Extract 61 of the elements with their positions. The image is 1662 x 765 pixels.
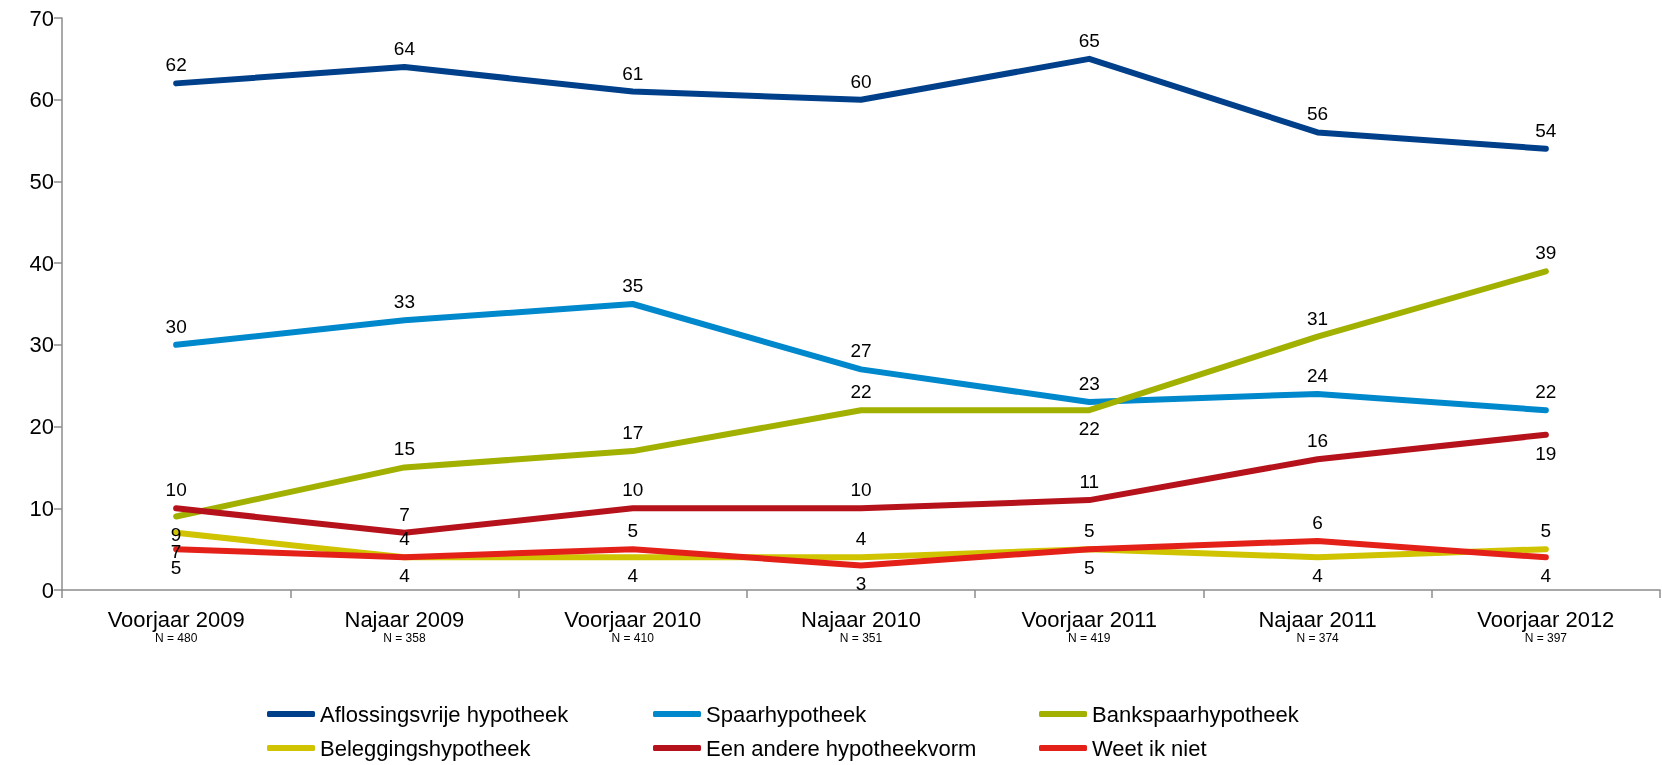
y-tick-label: 50: [29, 168, 54, 194]
x-tick-label: Voorjaar 2009 N = 480: [107, 606, 245, 645]
data-label: 11: [1079, 471, 1100, 493]
data-label: 4: [627, 565, 639, 587]
data-label: 10: [165, 479, 187, 501]
y-tick-label: 40: [29, 250, 54, 276]
data-label: 5: [627, 520, 638, 542]
y-tick-label: 70: [29, 5, 54, 31]
data-label: 4: [1312, 565, 1324, 587]
data-label: 23: [1078, 373, 1100, 395]
data-label: 62: [165, 54, 187, 76]
y-tick-label: 20: [29, 414, 54, 440]
data-label: 16: [1307, 430, 1329, 452]
data-label: 39: [1535, 242, 1557, 264]
data-label: 17: [622, 422, 644, 444]
data-label: 24: [1307, 364, 1329, 386]
data-label: 10: [622, 479, 644, 501]
legend-label: Bankspaarhypotheek: [1092, 701, 1300, 727]
data-label: 4: [855, 528, 867, 550]
data-label: 27: [850, 340, 872, 362]
data-label: 5: [1084, 557, 1095, 579]
data-label: 5: [1540, 520, 1552, 542]
data-label: 30: [165, 315, 187, 337]
data-label: 19: [1535, 442, 1557, 464]
data-label: 3: [855, 573, 867, 595]
y-tick-label: 30: [29, 332, 54, 358]
legend-label: Aflossingsvrije hypotheek: [320, 701, 570, 727]
data-label: 4: [399, 565, 411, 587]
data-label: 31: [1307, 307, 1329, 329]
data-label: 61: [622, 62, 644, 84]
data-label: 64: [393, 38, 416, 60]
x-tick-label: Najaar 2010 N = 351: [801, 606, 921, 645]
data-label: 65: [1078, 29, 1100, 51]
data-label: 5: [1084, 520, 1095, 542]
y-tick-label: 60: [29, 87, 54, 113]
legend-label: Weet ik niet: [1092, 735, 1207, 761]
x-tick-label: Najaar 2009 N = 358: [344, 606, 465, 645]
legend-label: Spaarhypotheek: [706, 701, 868, 727]
data-label: 22: [1078, 418, 1100, 440]
data-label: 15: [393, 438, 415, 460]
x-tick-label: Najaar 2011 N = 374: [1258, 606, 1377, 645]
data-label: 7: [399, 503, 410, 525]
data-label: 4: [1540, 565, 1552, 587]
x-tick-label: Voorjaar 2010 N = 410: [564, 606, 702, 645]
data-label: 4: [399, 528, 411, 550]
data-label: 22: [850, 381, 872, 403]
x-tick-label: Voorjaar 2011 N = 419: [1021, 606, 1157, 645]
y-tick-label: 10: [29, 495, 54, 521]
data-label: 6: [1312, 511, 1323, 533]
data-label: 10: [850, 479, 872, 501]
data-label: 56: [1307, 103, 1329, 125]
legend-label: Een andere hypotheekvorm: [706, 735, 977, 761]
data-label: 35: [622, 275, 644, 296]
data-label: 22: [1535, 381, 1557, 403]
legend-label: Beleggingshypotheek: [320, 735, 532, 761]
data-label: 5: [170, 557, 182, 579]
y-tick-label: 0: [41, 577, 54, 603]
data-label: 33: [393, 291, 415, 313]
x-tick-label: Voorjaar 2012 N = 397: [1477, 606, 1615, 645]
data-label: 60: [850, 70, 872, 92]
data-label: 54: [1535, 119, 1557, 141]
